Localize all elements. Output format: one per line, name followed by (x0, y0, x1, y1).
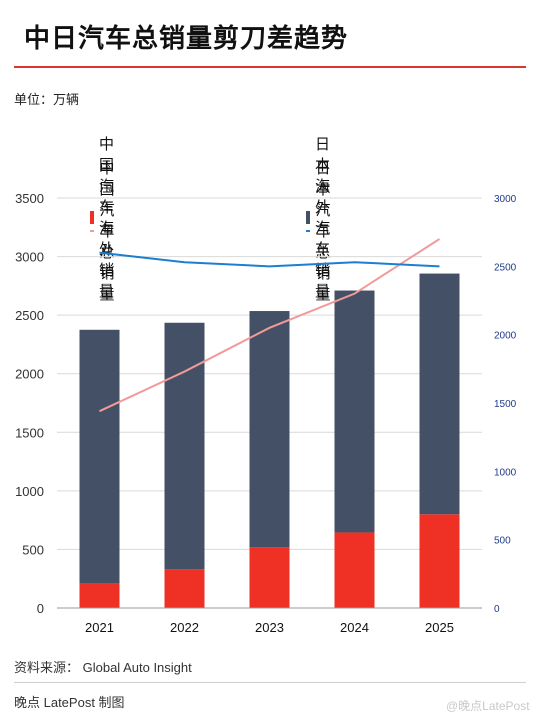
left-axis-tick-label: 0 (37, 601, 44, 616)
unit-label: 单位：万辆 (14, 92, 80, 107)
right-axis-tick-label: 500 (494, 536, 511, 547)
legend-label: 日本汽车总销量 (315, 160, 331, 303)
right-axis-tick-label: 3000 (494, 194, 517, 205)
page-title: 中日汽车总销量剪刀差趋势 (24, 23, 349, 53)
legend-label: 日本海外汽车销量 (314, 136, 330, 300)
bar-japan-overseas (164, 322, 205, 570)
left-axis-tick-label: 2500 (15, 308, 44, 323)
right-axis-tick-label: 2000 (494, 331, 517, 342)
legend-item-japan-overseas: 日本海外汽车销量 (306, 133, 343, 301)
x-axis-tick-label: 2021 (85, 620, 114, 635)
bar-china-overseas (164, 569, 205, 608)
right-axis-tick-label: 2500 (494, 262, 517, 273)
x-axis-tick-label: 2025 (425, 620, 454, 635)
watermark-text: @晚点LatePost (446, 699, 530, 713)
bar-japan-overseas (334, 290, 375, 533)
bar-china-overseas (249, 547, 290, 608)
left-axis-tick-label: 3000 (15, 250, 44, 265)
credit-line: 晚点 LatePost 制图 (14, 695, 125, 710)
right-axis-tick-label: 0 (494, 604, 500, 615)
legend-swatch-navy-bar (306, 210, 310, 224)
x-axis-tick-label: 2024 (340, 620, 369, 635)
right-axis-tick-label: 1000 (494, 467, 517, 478)
right-axis-tick-label: 1500 (494, 399, 517, 410)
legend-item-japan-total: 日本汽车总销量 (306, 157, 343, 304)
left-axis-tick-label: 2000 (15, 367, 44, 382)
left-axis-tick-label: 3500 (15, 191, 44, 206)
left-axis-tick-label: 1500 (15, 425, 44, 440)
bar-china-overseas (334, 532, 375, 608)
line-japan-total (99, 251, 440, 268)
bar-japan-overseas (419, 273, 460, 515)
bar-japan-overseas (249, 311, 290, 548)
x-axis-tick-label: 2023 (255, 620, 284, 635)
bar-china-overseas (419, 514, 460, 608)
legend-swatch-pink-line (90, 229, 95, 232)
legend-swatch-red-bar (90, 210, 94, 224)
bar-japan-overseas (79, 329, 120, 584)
left-axis-tick-label: 500 (22, 542, 44, 557)
left-axis-tick-label: 1000 (15, 484, 44, 499)
title-divider (14, 66, 526, 68)
line-china-total (99, 238, 441, 413)
legend-item-china-overseas: 中国汽车海外销量 (90, 133, 127, 301)
legend-label: 中国汽车海外销量 (98, 136, 114, 300)
footer-divider (14, 682, 526, 683)
bar-china-overseas (79, 583, 120, 608)
x-axis-tick-label: 2022 (170, 620, 199, 635)
legend-swatch-blue-line (306, 229, 311, 232)
source-note: 资料来源： Global Auto Insight (14, 660, 192, 675)
